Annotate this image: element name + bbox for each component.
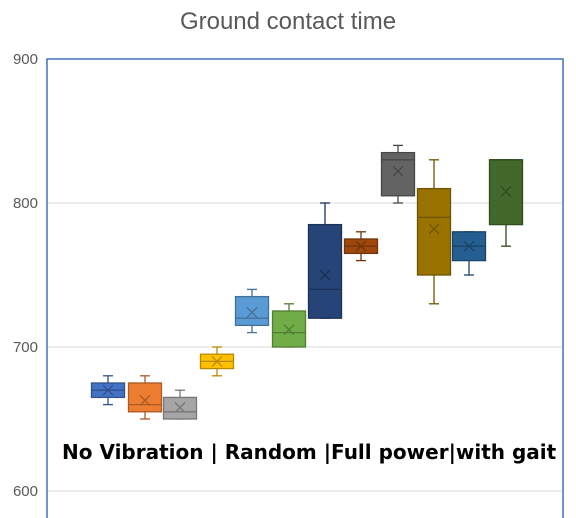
box-4 bbox=[199, 346, 235, 377]
box-11 bbox=[451, 231, 487, 276]
interquartile-box bbox=[127, 382, 163, 413]
mean-marker bbox=[174, 402, 186, 413]
mean-marker bbox=[102, 384, 114, 396]
mean-marker bbox=[139, 394, 151, 406]
interquartile-box bbox=[307, 223, 343, 319]
y-axis: 600 700 800 900 bbox=[13, 51, 38, 500]
box-9 bbox=[380, 144, 416, 204]
mean-marker bbox=[428, 223, 440, 235]
chart-title: Ground contact time bbox=[179, 8, 397, 35]
mean-marker bbox=[463, 240, 475, 252]
plot-area-border bbox=[46, 58, 564, 518]
box-5 bbox=[234, 288, 270, 334]
interquartile-box bbox=[234, 295, 270, 327]
mean-marker bbox=[500, 186, 512, 197]
box-7 bbox=[307, 202, 343, 319]
y-tick-label-900: 900 bbox=[13, 51, 38, 68]
box-3 bbox=[162, 389, 198, 420]
y-tick-label-600: 600 bbox=[13, 483, 38, 500]
interquartile-box bbox=[416, 187, 452, 276]
box-1 bbox=[90, 375, 126, 406]
mean-marker bbox=[355, 240, 367, 252]
mean-marker bbox=[211, 355, 223, 367]
box-2 bbox=[127, 375, 163, 420]
mean-marker bbox=[319, 269, 331, 281]
box-8 bbox=[343, 231, 379, 262]
mean-marker bbox=[392, 165, 404, 177]
box-10 bbox=[416, 159, 452, 305]
y-tick-label-700: 700 bbox=[13, 339, 38, 356]
mean-marker bbox=[283, 324, 295, 336]
y-tick-label-800: 800 bbox=[13, 195, 38, 212]
box-12 bbox=[488, 159, 524, 247]
interquartile-box bbox=[380, 151, 416, 197]
mean-marker bbox=[246, 306, 258, 318]
box-6 bbox=[271, 303, 307, 348]
group-annotation: No Vibration | Random |Full power|with g… bbox=[62, 440, 557, 464]
boxes bbox=[90, 144, 524, 420]
